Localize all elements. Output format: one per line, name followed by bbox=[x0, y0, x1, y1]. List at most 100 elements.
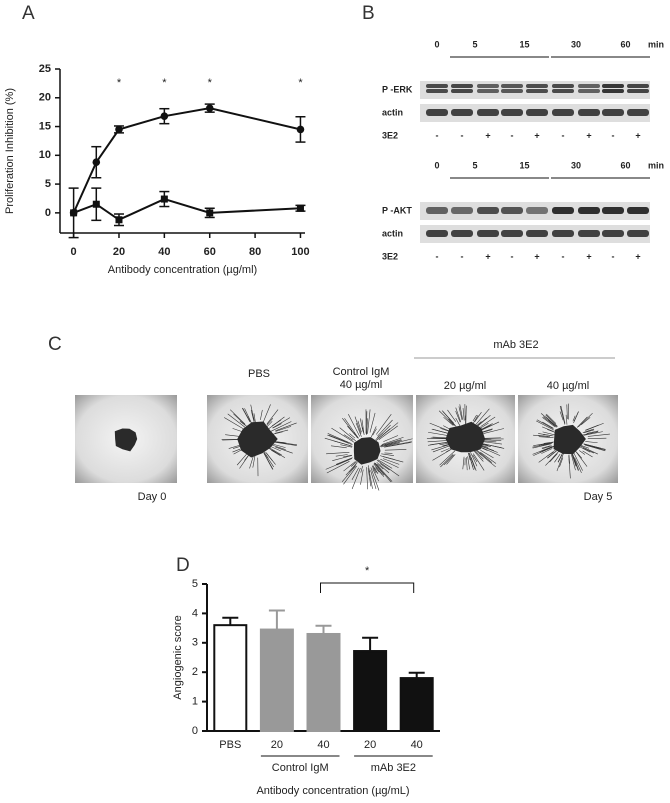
sprout bbox=[330, 445, 347, 449]
sprout bbox=[582, 447, 595, 454]
sprout bbox=[467, 456, 470, 470]
sprout bbox=[538, 436, 554, 439]
marker bbox=[160, 112, 169, 120]
sprout bbox=[584, 444, 606, 452]
error-bar bbox=[222, 616, 239, 626]
image-label: Day 5 bbox=[584, 491, 613, 503]
sprout bbox=[575, 451, 588, 467]
sprout bbox=[367, 409, 371, 434]
band bbox=[477, 230, 499, 237]
sprout bbox=[351, 467, 361, 490]
sprout bbox=[377, 463, 384, 470]
sprout bbox=[253, 413, 256, 424]
sprout bbox=[539, 445, 556, 453]
sprout bbox=[274, 441, 297, 446]
treatment-sign: + bbox=[534, 251, 539, 261]
sprout bbox=[479, 421, 500, 432]
band bbox=[602, 84, 624, 88]
sprout bbox=[383, 435, 399, 442]
sprout bbox=[584, 429, 595, 433]
y-tick-label: 5 bbox=[192, 578, 198, 590]
sprout bbox=[542, 443, 552, 446]
band bbox=[426, 207, 448, 214]
x-tick-label: 40 bbox=[317, 739, 329, 751]
marker bbox=[92, 200, 100, 208]
sprout bbox=[468, 453, 474, 471]
sprout bbox=[455, 410, 461, 423]
sprout bbox=[480, 446, 501, 456]
y-tick-label: 3 bbox=[192, 637, 198, 649]
sprout bbox=[477, 417, 487, 426]
sprout bbox=[483, 428, 505, 434]
sprout bbox=[440, 454, 454, 468]
sprout bbox=[360, 465, 364, 473]
sprout bbox=[381, 436, 404, 445]
sprout bbox=[272, 417, 291, 429]
sprout bbox=[466, 457, 468, 471]
sprout bbox=[357, 420, 362, 433]
band bbox=[501, 109, 523, 116]
sprout bbox=[474, 449, 482, 456]
sprout bbox=[483, 439, 502, 441]
image-label: 20 µg/ml bbox=[444, 380, 486, 392]
band bbox=[578, 84, 600, 88]
band bbox=[602, 89, 624, 93]
sprout bbox=[573, 457, 577, 465]
sprout bbox=[350, 461, 358, 467]
sprout bbox=[239, 455, 249, 469]
sprout bbox=[542, 417, 556, 428]
sprout bbox=[269, 447, 282, 456]
sprout bbox=[383, 458, 400, 465]
marker bbox=[92, 158, 101, 167]
explant bbox=[553, 424, 586, 455]
image-label: Control IgM bbox=[333, 366, 390, 378]
band bbox=[627, 207, 649, 214]
error-bar bbox=[315, 624, 332, 634]
panel-label: B bbox=[362, 3, 375, 24]
sprout bbox=[440, 428, 450, 432]
band bbox=[477, 84, 499, 88]
sprout bbox=[348, 413, 361, 437]
sprout bbox=[379, 463, 390, 471]
band bbox=[578, 207, 600, 214]
sprout bbox=[370, 426, 377, 438]
sprout bbox=[470, 457, 477, 471]
explant bbox=[237, 421, 278, 458]
sprout bbox=[573, 451, 583, 471]
band bbox=[477, 109, 499, 116]
band bbox=[602, 207, 624, 214]
sprout bbox=[275, 446, 293, 454]
sprout bbox=[385, 441, 412, 447]
sprout bbox=[584, 444, 601, 450]
sprout bbox=[473, 453, 485, 471]
sprout bbox=[384, 442, 412, 448]
sprout bbox=[573, 411, 579, 424]
error-bar bbox=[268, 609, 285, 630]
sprout bbox=[566, 404, 568, 420]
image-label: PBS bbox=[248, 368, 270, 380]
band bbox=[552, 207, 574, 214]
treatment-sign: + bbox=[586, 251, 591, 261]
explant-image bbox=[75, 395, 177, 483]
sprout bbox=[476, 449, 493, 463]
sprout bbox=[472, 454, 478, 463]
time-label: 15 bbox=[519, 160, 529, 170]
sprout bbox=[475, 408, 490, 425]
explant bbox=[353, 437, 381, 465]
sprout bbox=[480, 449, 494, 459]
sprout bbox=[576, 416, 588, 428]
sprout bbox=[325, 459, 349, 470]
treatment-sign: - bbox=[511, 251, 514, 261]
time-label: 60 bbox=[620, 39, 630, 49]
sprout bbox=[370, 470, 377, 489]
treatment-sign: - bbox=[436, 251, 439, 261]
sprout bbox=[327, 433, 352, 444]
time-label: 5 bbox=[472, 160, 477, 170]
image-label: Day 0 bbox=[138, 491, 167, 503]
sprout bbox=[541, 448, 553, 454]
sprout bbox=[372, 468, 379, 482]
time-unit: min bbox=[648, 39, 664, 49]
band bbox=[602, 230, 624, 237]
time-label: 15 bbox=[519, 39, 529, 49]
band bbox=[602, 109, 624, 116]
